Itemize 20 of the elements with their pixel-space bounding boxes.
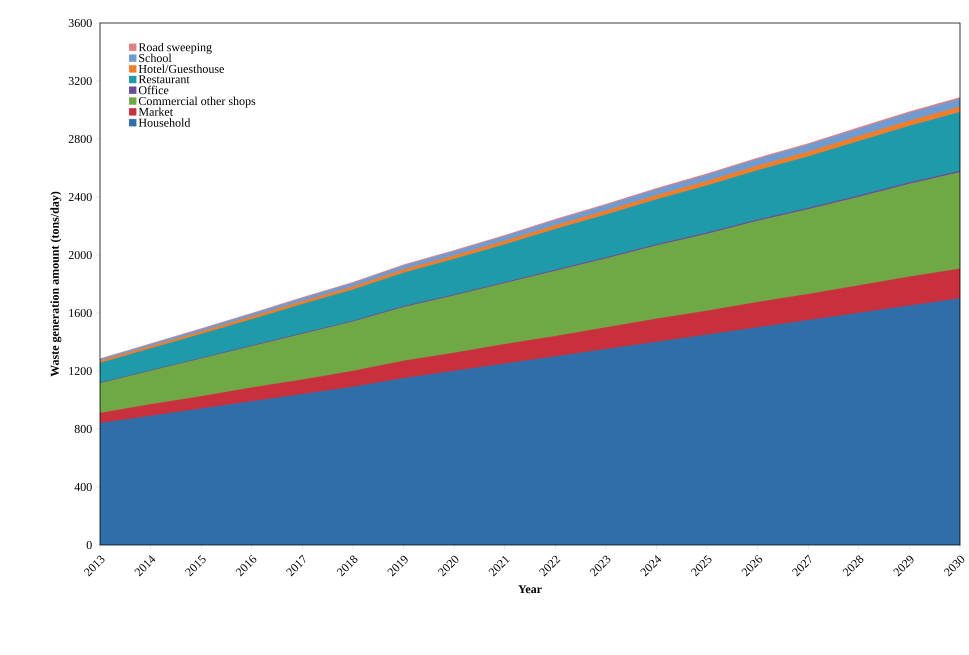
legend-label: School — [139, 54, 172, 62]
x-axis-title: Year — [518, 585, 542, 594]
y-tick-label: 3600 — [68, 18, 92, 28]
y-tick-label: 800 — [74, 424, 92, 434]
legend-label: Hotel/Guesthouse — [138, 64, 224, 73]
legend-label: Household — [138, 118, 190, 127]
y-tick-label: 2400 — [68, 192, 92, 202]
y-tick-label: 3200 — [68, 76, 92, 86]
y-tick-label: 0 — [86, 540, 92, 550]
y-tick-label: 1600 — [69, 308, 92, 318]
y-axis-title: Waste generation amount (tons/day) — [50, 192, 62, 377]
y-tick-label: 400 — [74, 482, 92, 492]
legend-label: Road sweeping — [138, 42, 212, 54]
legend-label: Restaurant — [138, 75, 190, 84]
y-tick-label: 1200 — [69, 366, 92, 376]
legend-label: Office — [138, 86, 168, 94]
legend-label: Commercial other shops — [138, 96, 256, 108]
y-tick-label: 2000 — [68, 250, 92, 260]
y-tick-label: 2800 — [68, 134, 92, 144]
legend-label: Market — [138, 107, 173, 116]
